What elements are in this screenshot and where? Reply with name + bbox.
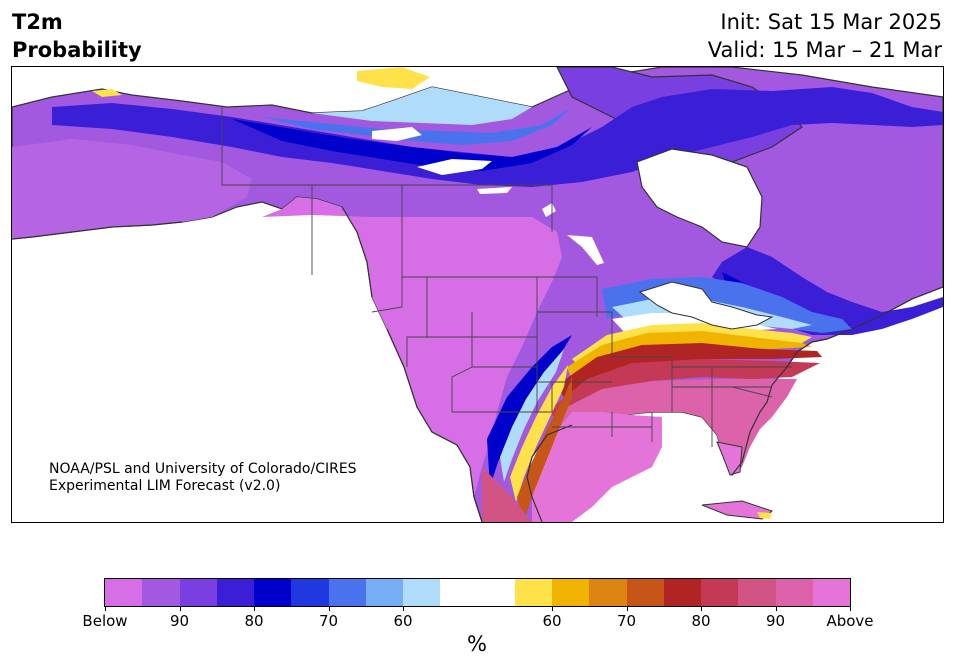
colorbar	[104, 578, 851, 607]
colorbar-tickmark	[254, 606, 255, 611]
band-dark-blue	[52, 87, 943, 187]
colorbar-tickmark	[328, 606, 330, 611]
init-date: Init: Sat 15 Mar 2025	[720, 10, 942, 34]
patch-above-alaska	[92, 89, 122, 97]
colorbar-segment	[142, 579, 180, 606]
band-rose	[547, 359, 820, 427]
colorbar-tick-label: 90	[169, 612, 190, 630]
colorbar-tick-label: 80	[691, 612, 711, 630]
colorbar-segment	[738, 579, 776, 606]
florida	[716, 441, 743, 476]
region-west	[262, 197, 562, 522]
patch-above-arctic	[357, 67, 430, 89]
title-line-2: Probability	[12, 38, 142, 62]
colorbar-segment	[514, 579, 552, 606]
colorbar-segment	[328, 579, 366, 606]
colorbar-segment	[365, 579, 403, 606]
colorbar-tick-label: 70	[318, 612, 339, 630]
forecast-dates: Init: Sat 15 Mar 2025 Valid: 15 Mar – 21…	[708, 8, 942, 64]
lake-great-slave	[417, 159, 492, 175]
map-canvas	[12, 67, 943, 522]
colorbar-segment	[626, 579, 664, 606]
colorbar-segment	[552, 579, 590, 606]
band-tx-red	[517, 377, 572, 522]
band-orange	[567, 331, 812, 381]
colorbar-tick-label: 90	[765, 612, 786, 630]
band-red	[557, 343, 822, 403]
colorbar-segment	[477, 579, 515, 606]
credit-text: NOAA/PSL and University of Colorado/CIRE…	[49, 461, 357, 495]
colorbar-segment	[812, 579, 850, 606]
band-mid-blue	[262, 107, 572, 145]
colorbar-segment	[701, 579, 739, 606]
valid-range: Valid: 15 Mar – 21 Mar	[707, 38, 942, 62]
coastlines	[12, 206, 943, 522]
colorbar-tick-label: 60	[542, 612, 562, 630]
colorbar-segment	[179, 579, 217, 606]
lake-manitoba	[542, 203, 556, 217]
map-title: T2m Probability	[12, 8, 142, 64]
colorbar-unit: %	[467, 632, 487, 656]
colorbar-tickmark	[775, 606, 777, 611]
colorbar-segment	[291, 579, 329, 606]
state-boundaries	[221, 107, 792, 447]
colorbar-segment	[254, 579, 292, 606]
great-lakes	[638, 281, 774, 330]
band-tx-blue	[487, 335, 572, 487]
colorbar-tick-label: 60	[393, 612, 413, 630]
colorbar-tickmark	[179, 606, 181, 611]
lake-winnipeg	[567, 235, 604, 265]
region-alaska	[12, 139, 252, 239]
colorbar-segment	[775, 579, 813, 606]
lake-great-bear	[372, 127, 422, 141]
probability-map	[11, 66, 944, 523]
credit-line-1: NOAA/PSL and University of Colorado/CIRE…	[49, 461, 357, 477]
colorbar-tickmark	[850, 606, 851, 611]
band-tx-yellow	[510, 365, 568, 502]
colorbar-tick-label: 70	[616, 612, 637, 630]
colorbar-tickmark	[403, 606, 404, 611]
colorbar-segment	[216, 579, 254, 606]
colorbar-segment	[663, 579, 701, 606]
cuba-yellow	[757, 512, 772, 519]
credit-line-2: Experimental LIM Forecast (v2.0)	[49, 478, 281, 494]
region-mexico-south	[482, 467, 532, 522]
band-yellow	[572, 323, 812, 369]
colorbar-tickmark	[701, 606, 702, 611]
colorbar-tick-label: 80	[244, 612, 264, 630]
lake-athabasca	[477, 187, 512, 194]
region-mexico	[532, 412, 662, 522]
band-navy	[232, 119, 592, 171]
colorbar-tick-label: Above	[826, 612, 874, 630]
colorbar-tickmark	[626, 606, 628, 611]
band-light-blue	[312, 87, 532, 125]
colorbar-tick-label: Below	[82, 612, 128, 630]
colorbar-segment	[589, 579, 627, 606]
colorbar-segment	[440, 579, 478, 606]
colorbar-tickmark	[552, 606, 553, 611]
colorbar-segment	[105, 579, 143, 606]
colorbar-segment	[403, 579, 441, 606]
colorbar-tickmark	[105, 606, 106, 611]
title-line-1: T2m	[12, 10, 63, 34]
